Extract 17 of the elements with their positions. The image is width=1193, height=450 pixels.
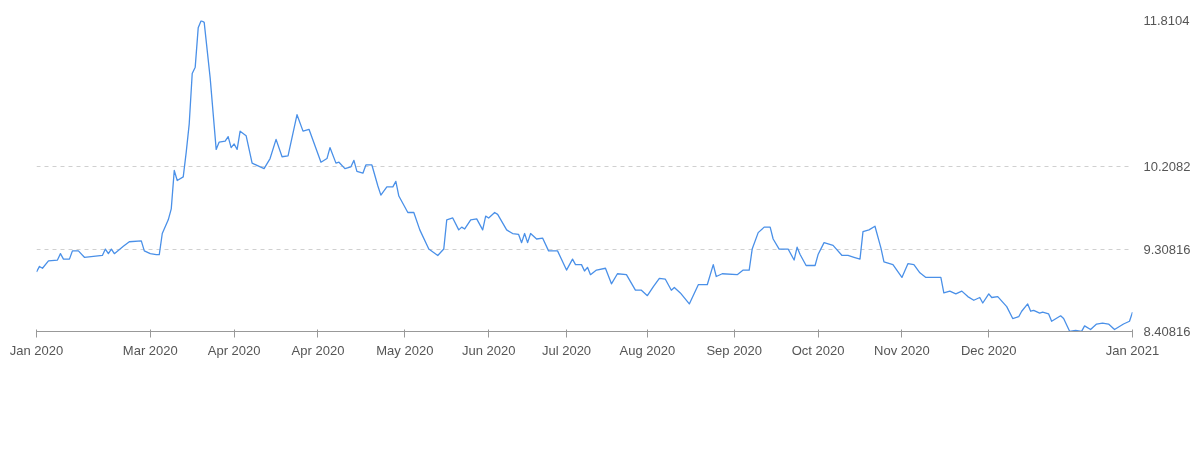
- x-tick-label: May 2020: [376, 342, 434, 358]
- x-tick-label: Sep 2020: [706, 342, 763, 358]
- y-tick-label: 9.30816: [1143, 241, 1191, 257]
- x-tick-label: Jun 2020: [461, 342, 516, 358]
- x-tick-label: Jul 2020: [541, 342, 592, 358]
- y-tick-label: 11.8104: [1143, 13, 1190, 28]
- x-tick-label: Aug 2020: [619, 342, 676, 358]
- y-tick-label: 10.2082: [1143, 159, 1191, 175]
- x-tick-label: Mar 2020: [122, 342, 178, 358]
- y-tick-label: 8.40816: [1143, 324, 1191, 339]
- x-tick-label: Oct 2020: [791, 342, 845, 358]
- x-tick-label: Jan 2020: [9, 342, 64, 358]
- x-tick-label: Dec 2020: [960, 342, 1017, 358]
- x-tick-label: Jan 2021: [1105, 342, 1160, 358]
- x-tick-label: Nov 2020: [874, 342, 930, 358]
- x-tick-label: Apr 2020: [207, 342, 261, 358]
- x-tick-label: Apr 2020: [291, 342, 345, 358]
